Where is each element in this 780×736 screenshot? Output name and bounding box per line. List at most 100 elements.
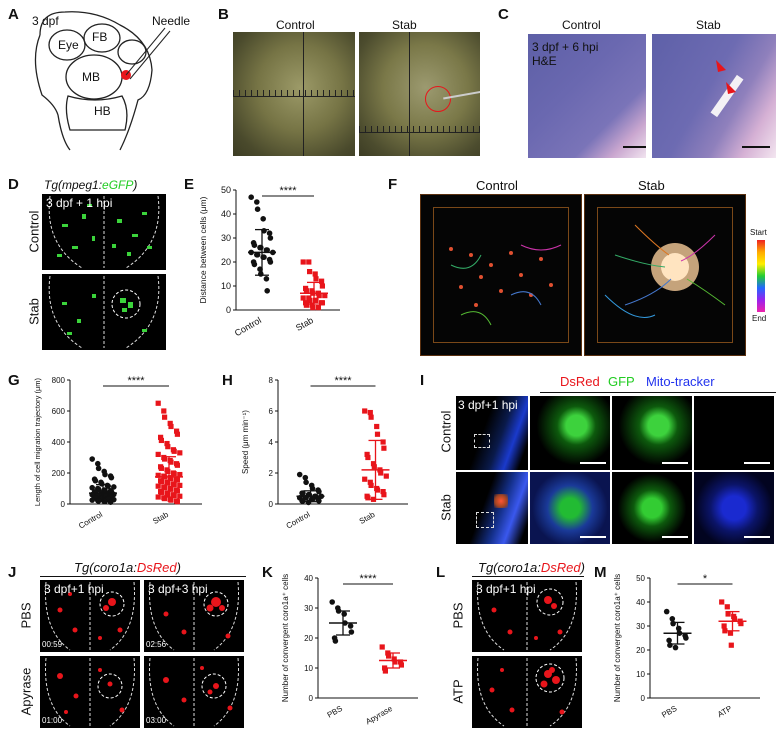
data-point	[99, 481, 105, 487]
x-category-label: PBS	[326, 704, 344, 720]
data-point	[174, 477, 180, 483]
data-point	[731, 616, 738, 622]
chart-e: 0 10 20 30 40 50 Control Stab Distance between c…	[198, 185, 340, 338]
i-legend-gfp: GFP	[608, 374, 635, 389]
f-colorbar-end: End	[752, 314, 767, 323]
data-point	[725, 611, 731, 617]
data-point	[158, 434, 164, 440]
data-point	[670, 620, 676, 627]
data-point	[367, 409, 373, 416]
y-tick-label: 40	[304, 574, 313, 583]
data-point	[386, 653, 392, 659]
y-tick-label: 600	[52, 407, 66, 416]
data-point	[347, 623, 354, 629]
y-tick-label: 800	[52, 376, 66, 385]
data-point	[254, 199, 260, 205]
data-point	[300, 498, 306, 504]
data-point	[341, 611, 347, 617]
b-stab-title: Stab	[392, 18, 417, 32]
data-point	[322, 293, 328, 299]
data-point	[362, 476, 368, 482]
data-point	[177, 482, 183, 488]
panel-label-b: B	[218, 6, 229, 23]
i-legend-dsred: DsRed	[560, 374, 600, 389]
l-atp-row-label: ATP	[450, 679, 466, 704]
y-tick-label: 200	[52, 469, 66, 478]
x-category-label: Stab	[294, 315, 315, 333]
y-tick-label: 0	[226, 305, 231, 315]
data-point	[380, 489, 386, 495]
panel-label-l: L	[436, 564, 446, 581]
data-point	[666, 637, 672, 644]
data-point	[248, 194, 254, 200]
data-point	[319, 278, 325, 284]
data-point	[398, 659, 404, 665]
y-tick-label: 10	[636, 670, 645, 679]
data-point	[267, 259, 274, 265]
data-point	[312, 271, 318, 277]
data-point	[370, 461, 377, 467]
data-point	[258, 271, 264, 277]
f-colorbar-start: Start	[750, 228, 767, 237]
x-category-label: Control	[285, 510, 312, 531]
data-point	[303, 302, 309, 308]
data-point	[107, 499, 114, 505]
j-apyrase-t1	[40, 656, 140, 728]
j-time-3: 01:00	[42, 716, 63, 725]
y-tick-label: 30	[304, 604, 313, 613]
y-tick-label: 400	[52, 438, 66, 447]
y-tick-label: 40	[221, 209, 231, 219]
data-point	[155, 494, 161, 500]
significance-label: ****	[334, 375, 352, 387]
data-point	[382, 665, 388, 671]
data-point	[738, 621, 744, 627]
b-control-title: Control	[276, 18, 315, 32]
data-point	[264, 247, 270, 253]
data-point	[165, 491, 171, 497]
x-category-label: PBS	[660, 704, 678, 720]
data-point	[155, 472, 161, 478]
l-title-rule	[472, 576, 584, 577]
data-point	[382, 668, 388, 674]
j-time-1: 00:59	[42, 640, 63, 649]
f-time-colorbar	[757, 240, 765, 312]
data-point	[719, 599, 725, 605]
data-point	[165, 444, 171, 450]
data-point	[383, 473, 389, 479]
l-pbs-row-label: PBS	[450, 602, 466, 629]
x-category-label: ATP	[716, 704, 733, 719]
data-point	[368, 414, 374, 420]
y-tick-label: 20	[636, 646, 645, 655]
data-point	[316, 293, 322, 299]
y-tick-label: 30	[636, 622, 645, 631]
f-control-title: Control	[476, 178, 518, 193]
y-tick-label: 50	[221, 185, 231, 195]
y-tick-label: 0	[61, 500, 66, 509]
i-stab-row-label: Stab	[438, 494, 454, 521]
j-title: Tg(coro1a:DsRed)	[74, 560, 181, 575]
panel-label-h: H	[222, 372, 233, 389]
data-point	[307, 297, 313, 303]
data-point	[348, 629, 355, 635]
panel-label-a: A	[8, 6, 19, 23]
data-point	[306, 259, 312, 265]
y-tick-label: 20	[221, 257, 231, 267]
data-point	[392, 659, 398, 665]
data-point	[168, 486, 174, 492]
panel-label-g: G	[8, 372, 20, 389]
data-point	[95, 460, 101, 467]
y-axis-label: Length of cell migration trajectory (μm)	[33, 377, 42, 506]
data-point	[381, 492, 387, 498]
data-point	[171, 448, 177, 454]
panel-label-m: M	[594, 564, 607, 581]
data-point	[374, 423, 380, 430]
data-point	[302, 474, 309, 481]
data-point	[168, 423, 174, 430]
data-point	[667, 642, 673, 648]
data-point	[158, 437, 164, 444]
data-point	[313, 276, 319, 282]
data-point	[332, 638, 339, 644]
data-point	[108, 474, 115, 481]
i-control-mito	[694, 396, 774, 470]
panel-label-f: F	[388, 176, 398, 193]
